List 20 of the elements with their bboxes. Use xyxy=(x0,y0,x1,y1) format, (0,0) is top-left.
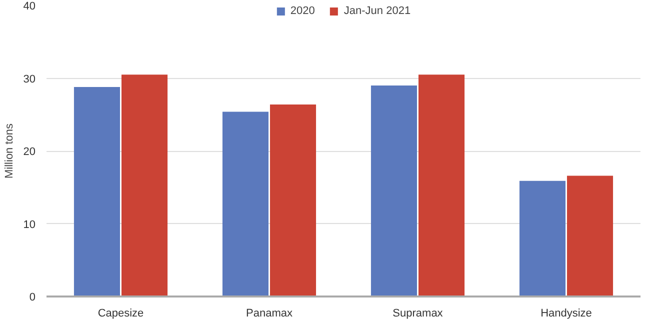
x-tick-label: Capesize xyxy=(98,308,144,320)
bar xyxy=(519,180,566,296)
y-tick-label: 30 xyxy=(23,73,36,86)
bar xyxy=(74,86,120,296)
bar xyxy=(121,74,168,296)
legend-label: 2020 xyxy=(290,5,315,17)
bar xyxy=(370,86,418,296)
y-tick-label: 0 xyxy=(29,292,36,304)
x-tick-label: Supramax xyxy=(392,308,444,320)
x-tick-label: Panamax xyxy=(246,308,293,320)
bar xyxy=(418,74,465,296)
bar xyxy=(566,176,614,296)
y-tick-label: 20 xyxy=(23,146,36,158)
bar xyxy=(270,104,316,296)
x-tick-label: Handysize xyxy=(540,308,592,320)
legend-label: Jan-Jun 2021 xyxy=(344,5,411,17)
y-tick-label: 40 xyxy=(23,0,36,12)
y-tick-label: 10 xyxy=(23,218,36,231)
bar xyxy=(222,112,269,296)
y-axis-title: Million tons xyxy=(3,122,16,179)
